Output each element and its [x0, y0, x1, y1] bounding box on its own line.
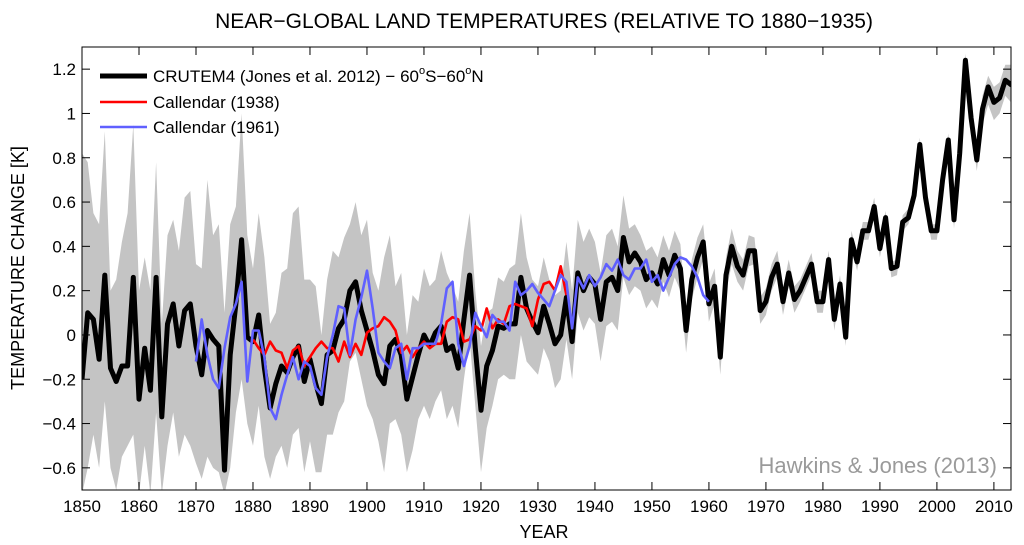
x-tick-label: 1990: [861, 497, 899, 516]
x-tick-label: 1900: [348, 497, 386, 516]
x-tick-label: 1870: [177, 497, 215, 516]
plot-frame: [81, 46, 1012, 491]
x-tick-label: 1970: [747, 497, 785, 516]
x-tick-label: 1980: [804, 497, 842, 516]
credit-annotation: Hawkins & Jones (2013): [759, 453, 997, 478]
legend-label-callendar-1938: Callendar (1938): [153, 93, 280, 112]
y-tick-label: −0.4: [42, 415, 76, 434]
y-tick-label: 0.2: [52, 282, 76, 301]
y-tick-label: 0.6: [52, 193, 76, 212]
x-tick-label: 1910: [405, 497, 443, 516]
x-tick-label: 1860: [120, 497, 158, 516]
x-tick-label: 1950: [633, 497, 671, 516]
x-tick-label: 1880: [234, 497, 272, 516]
series-line-callendar-1938: [251, 264, 568, 370]
x-tick-label: 1930: [519, 497, 557, 516]
y-axis-label: TEMPERATURE CHANGE [K]: [8, 146, 28, 390]
y-tick-label: −0.2: [42, 370, 76, 389]
x-axis-label: YEAR: [519, 522, 568, 542]
chart-title: NEAR−GLOBAL LAND TEMPERATURES (RELATIVE …: [215, 10, 873, 33]
series-line-callendar-1961: [194, 256, 710, 421]
x-tick-label: 1940: [576, 497, 614, 516]
y-tick-label: 0: [67, 326, 76, 345]
x-tick-label: 1920: [462, 497, 500, 516]
legend-crutem4-end: N: [471, 67, 483, 86]
legend-label-callendar-1961: Callendar (1961): [153, 118, 280, 137]
legend-crutem4-main: CRUTEM4 (Jones et al. 2012) − 60: [153, 67, 419, 86]
legend-crutem4-mid: S−60: [425, 67, 465, 86]
legend-label-crutem4: CRUTEM4 (Jones et al. 2012) − 60oS−60oN: [153, 65, 484, 86]
y-tick-label: 0.8: [52, 149, 76, 168]
x-tick-label: 1850: [63, 497, 101, 516]
x-tick-label: 1960: [690, 497, 728, 516]
series-line-crutem4: [82, 57, 1011, 473]
legend-crutem4-degree-1: o: [419, 65, 425, 77]
y-tick-label: −0.6: [42, 459, 76, 478]
x-tick-label: 2010: [975, 497, 1013, 516]
y-tick-label: 1: [67, 104, 76, 123]
legend: CRUTEM4 (Jones et al. 2012) − 60oS−60oN …: [100, 65, 484, 137]
y-tick-label: 0.4: [52, 237, 76, 256]
legend-crutem4-degree-2: o: [465, 65, 471, 77]
y-tick-label: 1.2: [52, 60, 76, 79]
x-tick-label: 2000: [918, 497, 956, 516]
x-tick-label: 1890: [291, 497, 329, 516]
